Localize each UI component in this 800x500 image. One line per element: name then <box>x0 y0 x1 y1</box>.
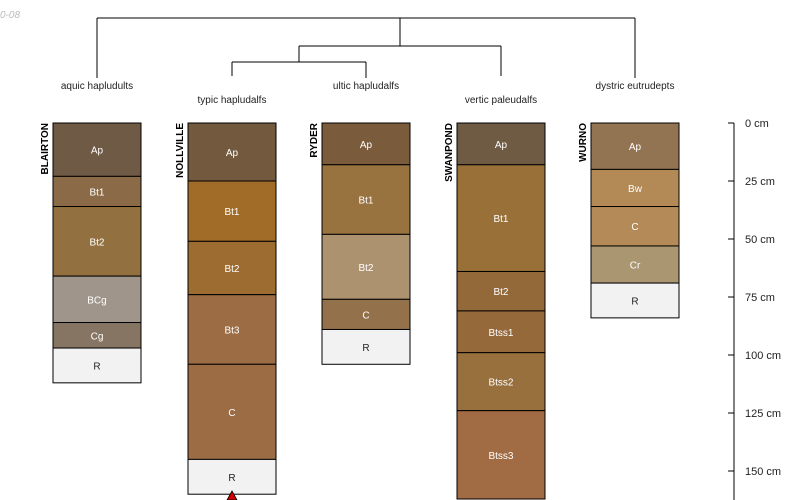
horizon-label: Bt2 <box>224 264 239 275</box>
truncation-triangle-icon <box>226 490 238 500</box>
series-label-blairton: BLAIRTON <box>40 123 51 174</box>
horizon-nollville-ap <box>187 122 277 182</box>
horizon-wurno-r <box>590 282 680 319</box>
horizon-label: Cg <box>91 331 104 342</box>
horizon-nollville-c <box>187 363 277 460</box>
horizon-swanpond-btss2 <box>456 352 546 412</box>
horizon-label: Btss1 <box>488 328 513 339</box>
horizon-ryder-r <box>321 328 411 365</box>
horizon-label: Btss2 <box>488 378 513 389</box>
series-label-nollville: NOLLVILLE <box>175 123 186 178</box>
horizon-blairton-ap <box>52 122 142 177</box>
horizon-label: Bt1 <box>358 196 373 207</box>
horizon-swanpond-btss3 <box>456 410 546 500</box>
horizon-label: Ap <box>629 142 642 153</box>
horizon-swanpond-bt2 <box>456 270 546 312</box>
horizon-label: Bt1 <box>89 187 104 198</box>
horizon-wurno-cr <box>590 245 680 284</box>
taxon-label-ryder: ultic hapludalfs <box>333 81 399 92</box>
horizon-ryder-bt2 <box>321 233 411 300</box>
horizon-wurno-ap <box>590 122 680 170</box>
horizon-swanpond-btss1 <box>456 310 546 354</box>
series-label-swanpond: SWANPOND <box>444 123 455 182</box>
horizon-label: Ap <box>226 148 239 159</box>
horizon-nollville-bt3 <box>187 294 277 365</box>
profile-ryder: RYDER Ap Bt1 Bt2 C R <box>309 122 411 365</box>
taxon-label-blairton: aquic hapludults <box>61 81 133 92</box>
horizon-label: Bt2 <box>493 287 508 298</box>
depth-tick-label: 75 cm <box>745 292 775 304</box>
horizon-label: Btss3 <box>488 451 513 462</box>
horizon-blairton-r <box>52 347 142 384</box>
horizon-label: Bt1 <box>493 214 508 225</box>
horizon-nollville-r <box>187 458 277 495</box>
horizon-label: Bt3 <box>224 325 239 336</box>
depth-tick-label: 25 cm <box>745 176 775 188</box>
depth-tick-label: 150 cm <box>745 466 781 478</box>
horizon-label: C <box>362 310 369 321</box>
series-label-wurno: WURNO <box>578 123 589 162</box>
horizon-nollville-bt2 <box>187 240 277 296</box>
horizon-label: C <box>631 222 638 233</box>
horizon-ryder-c <box>321 298 411 330</box>
profile-wurno: WURNO Ap Bw C Cr R <box>578 122 680 319</box>
horizon-blairton-cg <box>52 322 142 349</box>
profile-swanpond: SWANPOND Ap Bt1 Bt2 Btss1 Btss2 Btss3 <box>444 122 546 500</box>
horizon-label: Bt2 <box>358 263 373 274</box>
series-label-ryder: RYDER <box>309 122 320 157</box>
profile-nollville: NOLLVILLE Ap Bt1 Bt2 Bt3 C R <box>175 122 277 495</box>
horizon-swanpond-ap <box>456 122 546 166</box>
depth-axis: 0 cm 25 cm 50 cm 75 cm 100 cm 125 cm 150 cm <box>728 118 781 500</box>
depth-tick-label: 0 cm <box>745 118 769 130</box>
horizon-swanpond-bt1 <box>456 164 546 272</box>
horizon-blairton-bt1 <box>52 175 142 208</box>
horizon-label: Cr <box>630 261 641 272</box>
depth-tick-label: 125 cm <box>745 408 781 420</box>
taxon-label-swanpond: vertic paleudalfs <box>465 95 537 106</box>
horizon-label: Bw <box>628 184 643 195</box>
dendrogram <box>96 17 636 78</box>
horizon-ryder-ap <box>321 122 411 166</box>
horizon-label: Bt1 <box>224 207 239 218</box>
depth-tick-label: 100 cm <box>745 350 781 362</box>
horizon-label: Bt2 <box>89 237 104 248</box>
horizon-label: Ap <box>495 140 508 151</box>
horizon-blairton-bcg <box>52 275 142 324</box>
taxon-label-nollville: typic hapludalfs <box>198 95 267 106</box>
corner-note: 0-08 <box>0 10 20 21</box>
taxonomy-labels: aquic hapludults typic hapludalfs ultic ha… <box>61 81 675 106</box>
taxon-label-wurno: dystric eutrudepts <box>596 81 675 92</box>
depth-tick-label: 50 cm <box>745 234 775 246</box>
horizon-label: BCg <box>87 295 106 306</box>
horizon-label: C <box>228 408 235 419</box>
horizon-label: R <box>228 473 235 484</box>
horizon-ryder-bt1 <box>321 164 411 235</box>
horizon-label: R <box>631 296 638 307</box>
profile-blairton: BLAIRTON Ap Bt1 Bt2 BCg Cg R <box>40 122 142 384</box>
horizon-label: R <box>362 343 369 354</box>
truncation-marker <box>226 490 238 500</box>
horizon-nollville-bt1 <box>187 180 277 242</box>
horizon-label: R <box>93 361 100 372</box>
horizon-label: Ap <box>360 140 373 151</box>
horizon-label: Ap <box>91 146 104 157</box>
horizon-wurno-bw <box>590 168 680 208</box>
